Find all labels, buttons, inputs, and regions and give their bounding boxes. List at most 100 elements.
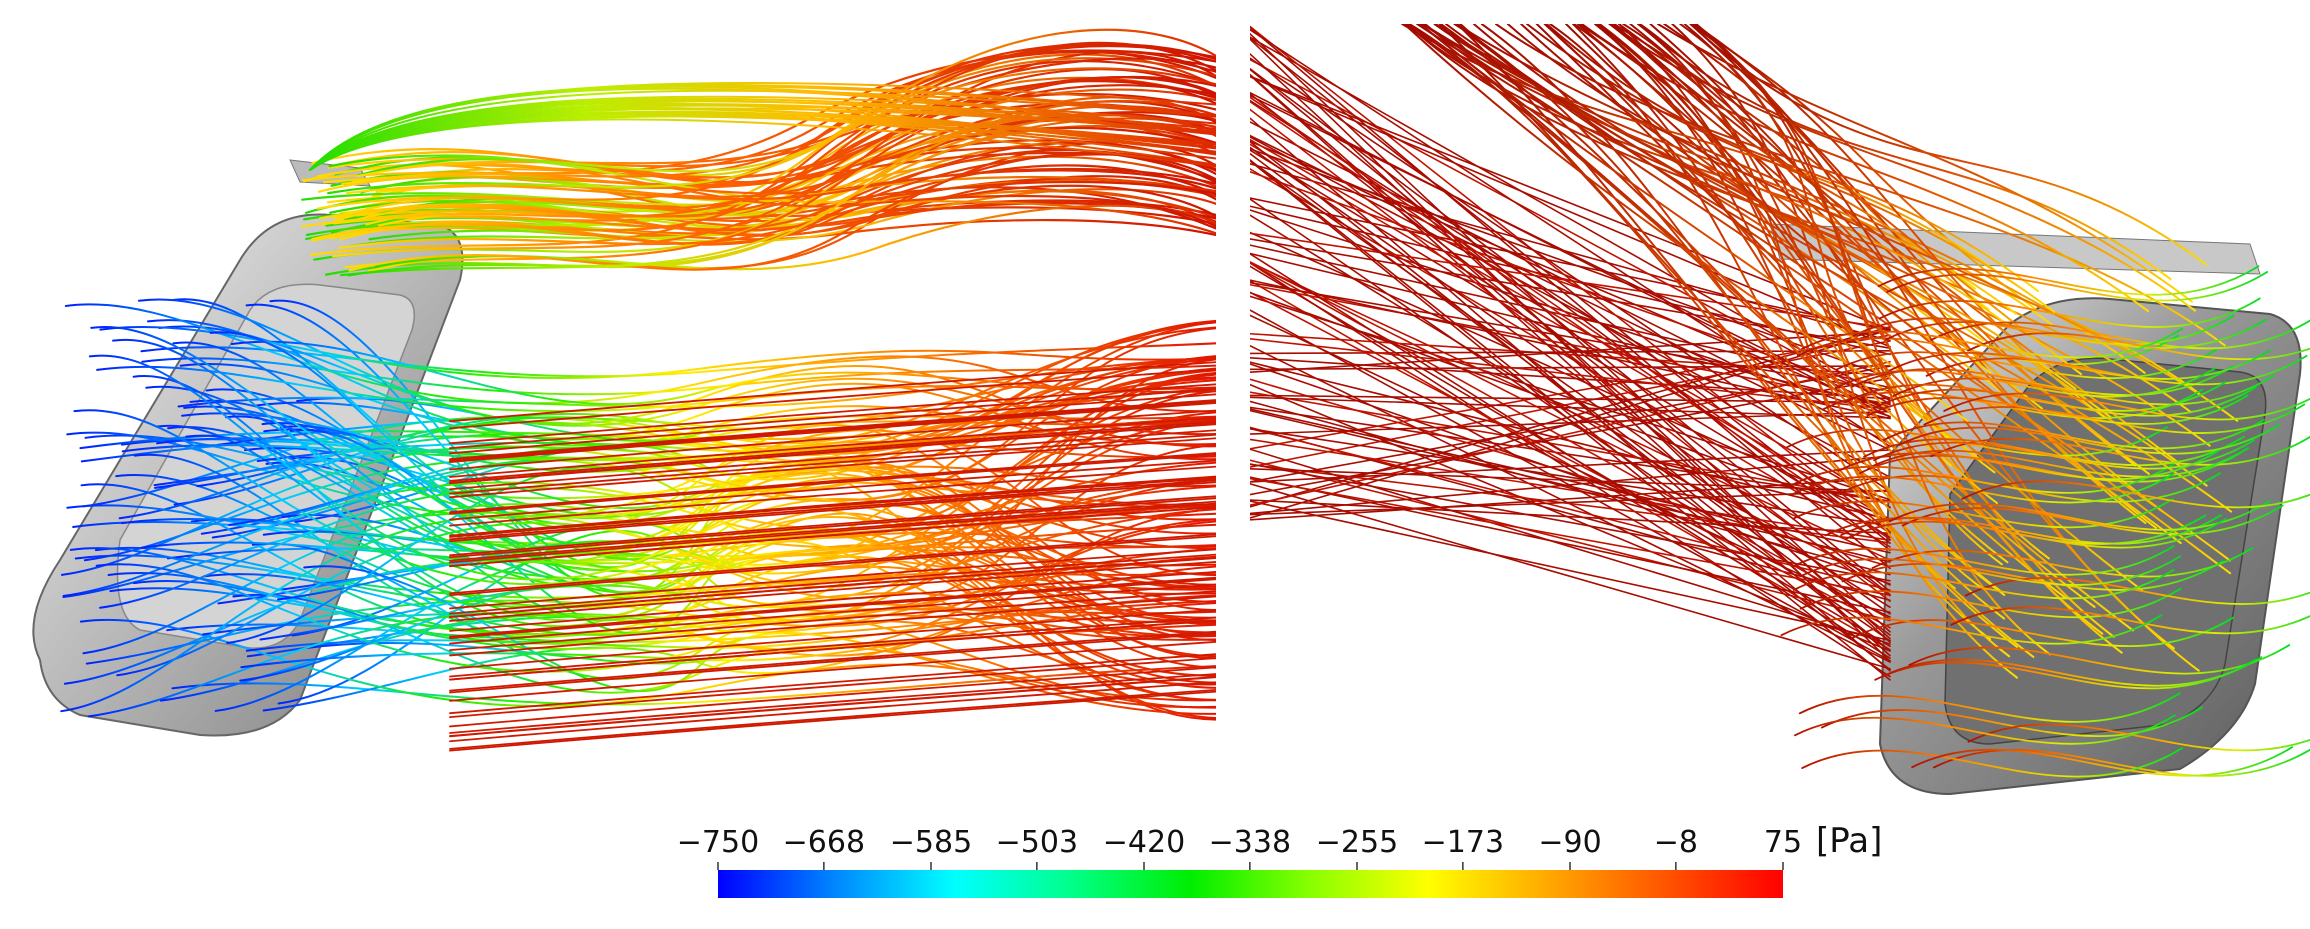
- streamline: [133, 453, 1216, 701]
- streamline: [1250, 314, 1891, 618]
- streamline: [340, 117, 1216, 277]
- colorbar-tick-label: −255: [1316, 825, 1398, 860]
- streamline: [1874, 386, 2257, 417]
- streamline: [118, 321, 1216, 520]
- colorbar-tick-label: 75: [1764, 825, 1802, 860]
- streamline: [449, 653, 1216, 715]
- streamline: [1888, 349, 2271, 380]
- streamline: [338, 141, 1216, 245]
- streamline: [1961, 480, 2310, 509]
- streamline: [1250, 291, 1891, 523]
- streamline: [96, 365, 1216, 413]
- streamline: [1403, 24, 1960, 447]
- streamline: [1908, 644, 2291, 675]
- streamline: [309, 107, 1216, 171]
- streamline: [449, 452, 1216, 513]
- right-streamline-canvas: [1250, 24, 2310, 796]
- streamline: [309, 118, 1216, 171]
- colorbar-tick-label: −420: [1103, 825, 1185, 860]
- streamline: [449, 619, 1216, 681]
- streamline: [1434, 24, 2008, 397]
- streamline: [1250, 279, 1891, 420]
- streamline: [449, 477, 1216, 538]
- streamline: [1878, 297, 2261, 328]
- streamline: [262, 565, 1216, 712]
- streamline: [1250, 96, 1891, 535]
- streamline: [351, 169, 1216, 195]
- streamline: [1250, 360, 1891, 507]
- streamline: [1250, 476, 1891, 614]
- streamline: [1863, 435, 2245, 467]
- streamline: [1250, 383, 1891, 652]
- right-streamlines: [1250, 24, 2310, 778]
- streamline: [171, 298, 1216, 611]
- streamline: [1689, 24, 2208, 266]
- streamline: [374, 204, 1216, 271]
- colorbar-ticks: −750 −668 −585 −503 −420 −338 −255 −173 −90 −8 75: [677, 825, 1802, 870]
- colorbar-canvas: −750 −668 −585 −503 −420 −338 −255 −173 −90 −8 75 …: [677, 821, 1882, 898]
- streamline: [449, 479, 1216, 541]
- streamline: [1250, 410, 1891, 435]
- streamline: [1580, 24, 2150, 313]
- streamline: [239, 478, 1216, 682]
- streamline: [449, 459, 1216, 521]
- streamline: [1250, 463, 1891, 544]
- streamline: [449, 433, 1216, 495]
- streamline: [1612, 24, 2083, 376]
- streamline: [449, 595, 1216, 657]
- streamline: [1250, 94, 1891, 413]
- streamline: [1930, 319, 2310, 350]
- streamline: [99, 325, 1216, 380]
- streamline: [1250, 291, 1891, 629]
- streamline: [1535, 24, 2143, 592]
- streamline: [449, 576, 1216, 638]
- streamline: [1250, 38, 1891, 662]
- left-streamline-view: [0, 0, 1216, 780]
- streamline: [1801, 327, 2183, 359]
- streamline: [449, 688, 1216, 750]
- streamline: [1525, 24, 2056, 313]
- streamline: [1421, 24, 2182, 545]
- streamline: [1250, 159, 1891, 615]
- streamline: [449, 465, 1216, 527]
- streamline: [302, 163, 1216, 230]
- streamline: [1573, 24, 1996, 474]
- streamline: [309, 89, 1216, 171]
- streamline: [449, 553, 1216, 615]
- streamline: [224, 415, 1216, 689]
- streamline: [1967, 723, 2310, 752]
- streamline: [1883, 418, 2265, 450]
- streamline: [449, 608, 1216, 670]
- streamline: [88, 354, 1216, 660]
- streamline: [1250, 428, 1891, 527]
- streamline: [1250, 68, 1891, 593]
- streamline: [449, 500, 1216, 562]
- streamline: [449, 399, 1216, 460]
- streamline: [1250, 338, 1891, 411]
- streamline: [449, 681, 1216, 743]
- streamline: [1250, 149, 1891, 539]
- streamline: [327, 67, 1216, 195]
- streamline: [321, 80, 1216, 226]
- streamline: [1967, 332, 2310, 361]
- streamline: [449, 421, 1216, 482]
- streamline: [1932, 748, 2310, 777]
- streamline: [345, 167, 1216, 201]
- streamline: [1608, 24, 2196, 312]
- streamline: [449, 630, 1216, 692]
- streamline: [449, 590, 1216, 652]
- streamline: [449, 632, 1216, 694]
- streamline: [1885, 318, 2267, 349]
- streamline: [1694, 24, 2051, 656]
- left-streamline-canvas: [32, 28, 1216, 752]
- streamline: [449, 561, 1216, 622]
- streamline: [1250, 57, 1891, 493]
- streamline: [449, 475, 1216, 537]
- streamline: [1820, 706, 2203, 737]
- streamline: [449, 481, 1216, 543]
- streamline: [1656, 24, 2194, 303]
- streamline: [1695, 24, 2175, 650]
- streamline: [1250, 489, 1891, 516]
- streamline: [331, 84, 1216, 258]
- streamline: [1858, 452, 2241, 483]
